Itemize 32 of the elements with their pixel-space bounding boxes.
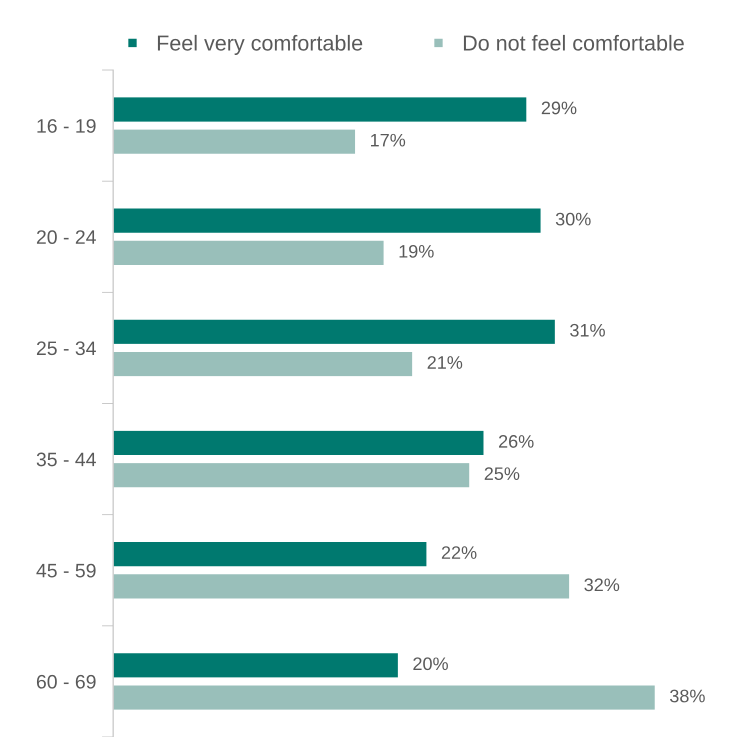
data-label: 20%: [413, 657, 448, 670]
bar: [113, 239, 385, 266]
data-label: 32%: [584, 578, 620, 592]
y-tick-label: 25 - 34: [36, 341, 96, 356]
data-label: 22%: [442, 546, 476, 559]
data-label: 17%: [371, 134, 406, 146]
y-tick-label: 45 - 59: [36, 564, 96, 578]
bar: [113, 684, 656, 712]
bar: [113, 540, 428, 568]
bar: [113, 207, 542, 234]
data-label: 25%: [484, 467, 520, 480]
legend-label: Do not feel comfortable: [464, 34, 684, 51]
data-label: 30%: [556, 212, 591, 226]
y-tick-label: 60 - 69: [36, 674, 96, 689]
data-label: 29%: [542, 102, 576, 114]
bar: [113, 128, 356, 156]
bar: [113, 318, 556, 346]
legend-label: Feel very comfortable: [158, 34, 362, 55]
bar: [113, 462, 471, 489]
y-tick-label: 20 - 24: [36, 230, 96, 244]
y-tick-label: 16 - 19: [37, 119, 96, 133]
y-tick-label: 35 - 44: [36, 452, 96, 466]
data-label: 38%: [670, 690, 705, 702]
data-label: 19%: [400, 244, 434, 258]
data-label: 21%: [428, 356, 462, 369]
data-label: 26%: [498, 435, 534, 448]
bar: [113, 429, 485, 456]
bar: [113, 96, 528, 123]
bar: [113, 652, 400, 679]
bar: [113, 350, 414, 378]
data-label: 31%: [570, 324, 605, 337]
bar: [113, 572, 571, 600]
